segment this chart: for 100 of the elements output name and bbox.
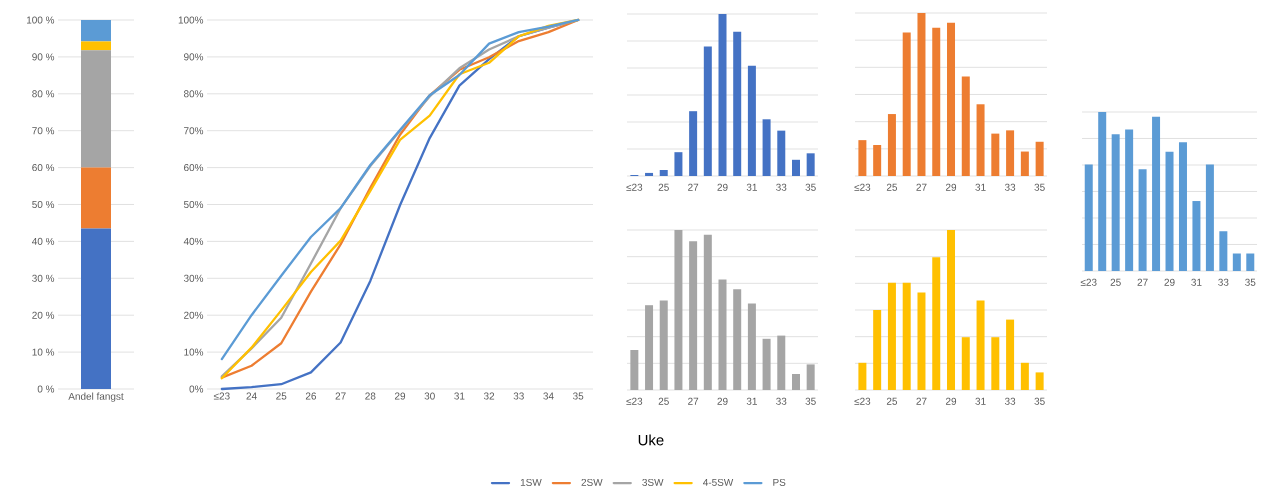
bar <box>932 257 941 390</box>
bar <box>718 279 727 390</box>
bar <box>659 300 668 390</box>
y-tick-label: 0 % <box>37 385 55 393</box>
bar <box>703 234 712 390</box>
bar <box>1035 141 1044 176</box>
bar <box>917 292 926 390</box>
bar <box>902 282 911 390</box>
x-tick-label: 33 <box>776 183 787 191</box>
bar <box>976 104 985 176</box>
bar <box>1165 151 1174 271</box>
bar <box>659 170 668 176</box>
bar <box>1152 116 1161 271</box>
x-tick-label: ≤23 <box>854 397 871 405</box>
x-tick-label: 24 <box>246 392 257 400</box>
y-tick-label: 70 % <box>32 127 55 135</box>
legend-label: 1SW <box>520 478 542 486</box>
y-tick-label: 100% <box>178 16 204 24</box>
x-tick-label: ≤23 <box>626 183 643 191</box>
bar <box>991 337 1000 390</box>
x-tick-label: ≤23 <box>213 392 230 400</box>
x-tick-label: 31 <box>975 183 986 191</box>
x-tick-label: 33 <box>1004 183 1016 191</box>
bar <box>947 230 956 390</box>
x-tick-label: 33 <box>776 397 787 405</box>
bar <box>917 13 926 176</box>
x-tick-label: 25 <box>886 183 898 191</box>
bar <box>1219 231 1228 271</box>
bar <box>1035 372 1044 390</box>
y-tick-label: 90 % <box>32 53 55 61</box>
bar <box>777 130 786 176</box>
x-tick-label: 30 <box>424 392 435 400</box>
bar <box>961 337 970 390</box>
y-tick-label: 10% <box>184 348 204 356</box>
legend-label: 3SW <box>642 478 664 486</box>
x-tick-label: ≤23 <box>854 183 871 191</box>
x-axis-title: Uke <box>638 434 664 446</box>
y-tick-label: 80 % <box>32 90 55 98</box>
bar <box>718 14 727 176</box>
x-tick-label: 31 <box>975 397 986 405</box>
x-tick-label: 29 <box>394 392 406 400</box>
x-tick-label: Andel fangst <box>68 392 124 402</box>
bar <box>887 282 896 390</box>
legend-label: 4-5SW <box>703 478 734 486</box>
x-tick-label: 34 <box>543 392 554 400</box>
bar <box>858 140 867 176</box>
x-tick-label: 25 <box>658 397 669 405</box>
bar <box>1020 151 1029 176</box>
bar <box>762 338 771 390</box>
y-tick-label: 0% <box>189 385 204 393</box>
bar <box>747 65 756 176</box>
y-tick-label: 60% <box>184 164 204 172</box>
bar <box>674 230 683 390</box>
bar <box>873 145 882 176</box>
x-tick-label: ≤23 <box>1080 278 1097 286</box>
y-tick-label: 30% <box>183 274 204 282</box>
bar <box>932 27 941 176</box>
bar <box>645 305 654 390</box>
x-tick-label: 29 <box>717 397 728 405</box>
bar <box>1098 112 1107 271</box>
bar <box>674 152 683 176</box>
y-tick-label: 20 % <box>32 311 55 319</box>
bar <box>1192 201 1201 271</box>
x-tick-label: 29 <box>945 183 957 191</box>
x-tick-label: 33 <box>513 392 524 400</box>
x-tick-label: 27 <box>335 392 346 400</box>
x-tick-label: ≤23 <box>626 397 643 405</box>
x-tick-label: 35 <box>805 397 816 405</box>
x-tick-label: 35 <box>1245 278 1256 286</box>
y-tick-label: 90% <box>184 53 204 61</box>
x-tick-label: 27 <box>916 183 927 191</box>
x-tick-label: 25 <box>658 183 669 191</box>
bar <box>1232 253 1241 271</box>
bar <box>747 303 756 390</box>
x-tick-label: 31 <box>1191 278 1202 286</box>
bar <box>991 133 1000 176</box>
bar <box>1111 134 1120 271</box>
x-tick-label: 31 <box>746 397 757 405</box>
bar <box>733 289 742 390</box>
bar <box>777 335 786 390</box>
x-tick-label: 33 <box>1004 397 1016 405</box>
y-tick-label: 100 % <box>27 16 55 24</box>
x-tick-label: 33 <box>1218 278 1229 286</box>
bar <box>806 364 815 390</box>
bar <box>733 31 742 176</box>
x-tick-label: 28 <box>365 392 376 400</box>
y-tick-label: 20% <box>184 311 204 319</box>
y-tick-label: 50 % <box>32 200 55 209</box>
y-tick-label: 50% <box>183 200 204 209</box>
x-tick-label: 31 <box>746 183 757 191</box>
x-tick-label: 29 <box>717 183 728 191</box>
x-tick-label: 29 <box>1164 278 1175 286</box>
bar <box>1205 164 1214 271</box>
bar <box>1125 129 1134 271</box>
bar <box>81 20 111 42</box>
y-tick-label: 60 % <box>32 164 55 172</box>
x-tick-label: 35 <box>805 183 816 191</box>
x-tick-label: 27 <box>916 397 927 405</box>
bar <box>81 167 111 229</box>
y-tick-label: 30 % <box>32 274 55 282</box>
